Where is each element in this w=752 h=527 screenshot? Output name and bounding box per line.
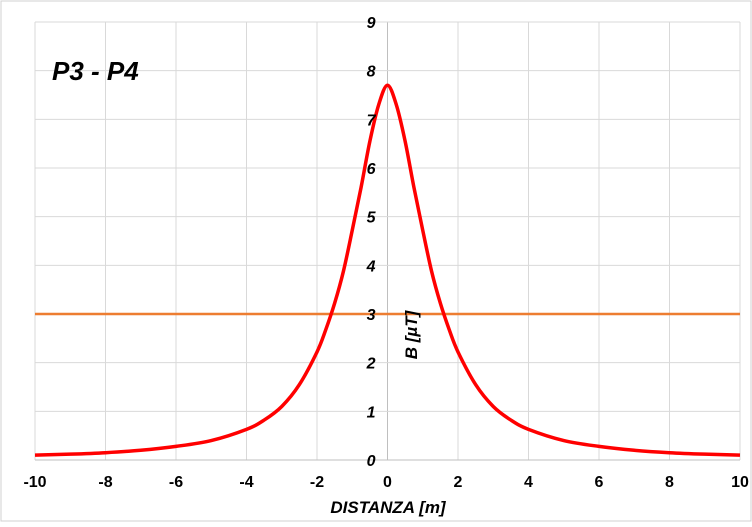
y-tick-label: 7	[367, 112, 377, 129]
x-tick-label: 0	[383, 474, 392, 491]
x-tick-label: -2	[310, 474, 324, 491]
x-tick-label: 6	[595, 474, 604, 491]
series-layer	[34, 83, 741, 457]
y-tick-label: 4	[366, 258, 376, 275]
x-tick-label: 2	[454, 474, 463, 491]
x-tick-label: -4	[239, 474, 253, 491]
y-axis-label: B [µT]	[402, 309, 421, 359]
x-tick-label: -8	[98, 474, 112, 491]
x-tick-label: 8	[665, 474, 674, 491]
y-tick-label: 6	[367, 161, 376, 178]
y-tick-label: 2	[366, 356, 376, 373]
chart-title: P3 - P4	[52, 56, 139, 86]
x-tick-label: 10	[731, 474, 749, 491]
y-tick-label: 1	[367, 404, 376, 421]
x-axis-label: DISTANZA [m]	[330, 498, 447, 517]
x-tick-label: 4	[524, 474, 533, 491]
y-tick-label: 8	[367, 64, 376, 81]
y-tick-label: 9	[367, 15, 376, 32]
y-tick-label: 3	[367, 307, 376, 324]
x-tick-label: -6	[169, 474, 183, 491]
field-curve-line	[34, 83, 741, 457]
x-tick-label: -10	[23, 474, 46, 491]
grid	[34, 21, 741, 461]
tick-labels: -10 -8 -6 -4 -2 0 2 4 6 8 10 0 1 2 3 4 5 6 7 8 9	[23, 15, 749, 491]
y-tick-label: 5	[367, 210, 377, 227]
y-tick-label: 0	[367, 453, 376, 470]
